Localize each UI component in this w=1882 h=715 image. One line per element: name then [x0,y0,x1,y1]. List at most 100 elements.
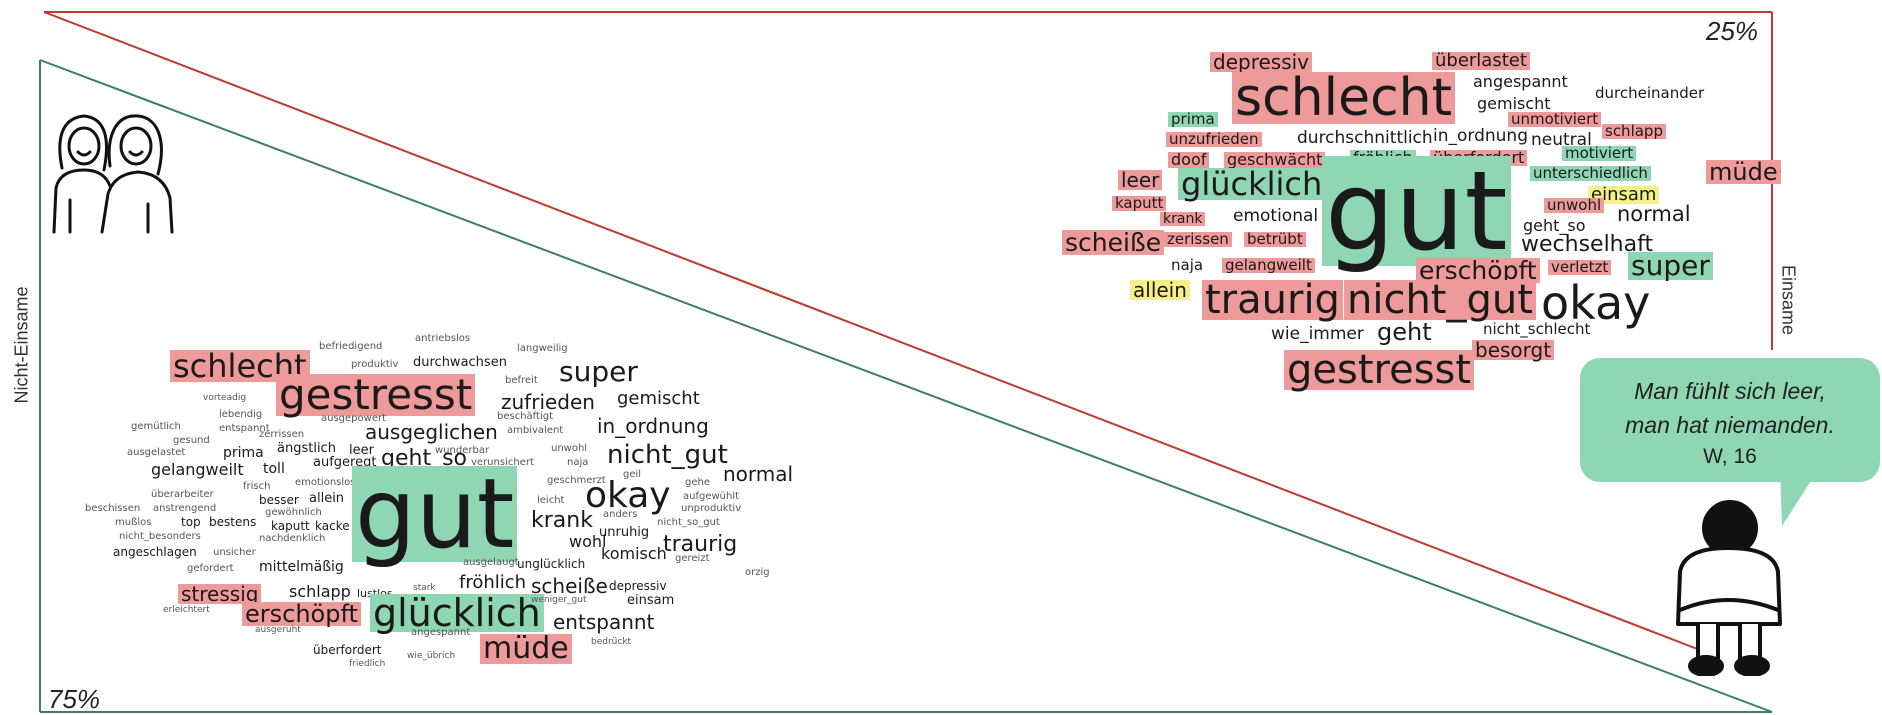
cloud-word: besorgt [1472,340,1555,360]
cloud-word: leer [1118,170,1163,190]
cloud-word: motiviert [1562,146,1637,161]
cloud-word: geschwächt [1224,152,1326,168]
cloud-word: angespannt [411,627,471,638]
cloud-word: zufrieden [501,390,595,414]
cloud-word: doof [1168,152,1210,168]
cloud-word: gereizt [675,553,710,564]
cloud-word: anstrengend [153,503,217,514]
cloud-word: überfordert [313,643,382,657]
cloud-word: lebendig [219,409,263,420]
cloud-word: traurig [1202,280,1343,320]
lonely-person-icon [1676,500,1782,676]
cloud-word: aufgeregt [313,455,377,470]
cloud-word: wechselhaft [1521,232,1654,257]
speech-bubble-tail [1780,470,1818,526]
cloud-word: bedrückt [591,637,632,647]
cloud-word: nicht_gut [607,440,728,470]
cloud-word: bestens [209,515,257,529]
cloud-word: entspannt [553,610,655,634]
cloud-word: unterschiedlich [1530,166,1651,181]
cloud-word: gewöhnlich [265,507,322,518]
cloud-word: gestresst [276,374,476,416]
cloud-word: entspannt [219,423,270,434]
cloud-word: schlecht [1232,72,1456,124]
cloud-word: kaputt [1112,196,1167,211]
cloud-word: traurig [663,532,738,557]
quote-line-1: Man fühlt sich leer, [1634,378,1826,404]
cloud-word: gelangweilt [1222,258,1315,273]
cloud-word: fröhlich [459,572,527,593]
cloud-word: antriebslos [415,333,471,344]
cloud-word: super [1628,252,1713,280]
diagonal-red-line [43,11,1701,651]
cloud-word: gemischt [617,388,700,409]
cloud-word: angeschlagen [113,545,197,559]
cloud-word: überlastet [1432,52,1530,70]
cloud-word: langweilig [517,343,568,354]
cloud-word: prima [1168,112,1218,127]
percent-label-einsame: 25% [1706,16,1759,46]
cloud-word: angespannt [1473,72,1568,91]
cloud-word: frisch [243,481,271,492]
cloud-word: glücklich [370,594,544,632]
cloud-word: vorteadig [203,393,247,403]
cloud-word: nicht_schlecht [1483,320,1591,338]
cloud-word: zerrissen [259,429,305,440]
left-axis-label: Nicht-Einsame [11,286,32,404]
cloud-word: nicht_gut [1344,280,1536,320]
cloud-word: glücklich [1178,168,1326,200]
cloud-word: top [181,515,201,529]
cloud-word: wunderbar [435,445,490,456]
cloud-word: krank [531,508,593,533]
cloud-word: okay [1541,276,1651,330]
cloud-word: befreit [505,375,538,386]
cloud-word: zerissen [1164,232,1232,247]
cloud-word: erschöpft [1416,258,1540,283]
cloud-word: stark [413,583,436,593]
cloud-word: gut [352,466,518,562]
cloud-word: verletzt [1548,260,1612,275]
cloud-word: beschissen [85,503,141,514]
friends-icon [52,114,174,234]
cloud-word: verunsichert [471,457,534,468]
cloud-word: emotionslos [295,477,356,488]
cloud-word: unwohl [551,443,588,454]
cloud-word: gut [1322,156,1511,266]
cloud-word: prima [223,445,264,461]
cloud-word: lustlos [354,588,396,599]
cloud-word: unproduktiv [681,503,742,514]
cloud-word: naja [1171,256,1204,274]
cloud-word: wie_übrich [407,651,456,661]
cloud-word: super [559,355,638,388]
cloud-word: ausgeruht [255,625,301,635]
cloud-word: gefordert [187,563,234,574]
cloud-word: ausgepowert [321,413,387,424]
cloud-word: geil [623,469,642,480]
cloud-word: gestresst [1284,350,1475,390]
cloud-word: unmotiviert [1508,112,1602,127]
cloud-word: krank [1160,212,1206,226]
cloud-word: okay [585,475,671,516]
cloud-word: ausgelastet [127,447,186,458]
cloud-word: scheiße [531,574,608,598]
cloud-word: nachdenklich [259,533,326,544]
cloud-word: nicht_so_gut [657,517,720,528]
cloud-word: friedlich [349,659,386,669]
cloud-word: normal [1617,202,1691,226]
cloud-word: naja [567,457,589,468]
cloud-word: toll [263,461,285,477]
cloud-word: depressiv [1210,52,1313,72]
cloud-word: produktiv [351,359,399,370]
cloud-word: leicht [537,495,565,506]
cloud-word: weniger_gut [531,595,587,605]
cloud-word: müde [1706,160,1781,184]
cloud-word: einsam [627,593,675,608]
cloud-word: ängstlich [277,441,336,456]
cloud-word: unzufrieden [1166,132,1262,147]
cloud-word: geht_so [1523,216,1586,235]
cloud-word: durchschnittlich [1297,128,1433,148]
cloud-word: geht [1377,318,1432,346]
cloud-word: einsam [1588,186,1660,204]
cloud-word: emotional [1233,206,1319,226]
cloud-word: überarbeiter [151,489,214,500]
